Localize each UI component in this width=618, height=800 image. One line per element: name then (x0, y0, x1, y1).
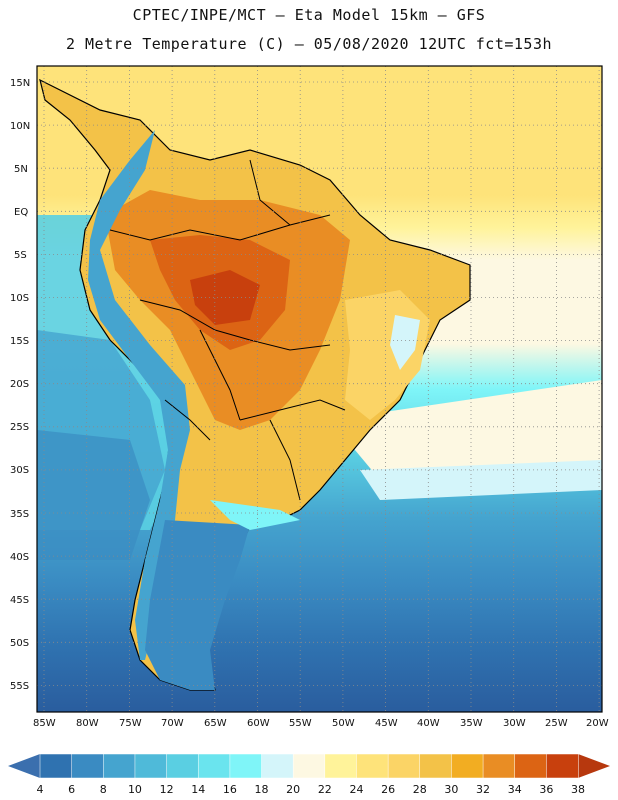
colorbar-swatch (482, 753, 516, 779)
colorbar-label: 32 (476, 783, 491, 796)
lon-label: 55W (289, 718, 312, 729)
colorbar-swatch (71, 753, 105, 779)
lat-label: 40S (10, 552, 29, 563)
lat-label: 5N (14, 164, 28, 175)
lon-label: 70W (161, 718, 184, 729)
colorbar-swatch (419, 753, 453, 779)
lon-label: 75W (119, 718, 142, 729)
colorbar-swatch (451, 753, 484, 779)
lat-label: 10S (10, 293, 29, 304)
colorbar-over-arrow (578, 754, 610, 778)
lon-label: 30W (503, 718, 526, 729)
pacific-cold-band (37, 430, 150, 560)
atlantic-warm-tongue (330, 380, 602, 480)
lat-label: 30S (10, 465, 29, 476)
colorbar-label: 38 (571, 783, 585, 796)
colorbar-swatch (197, 753, 231, 779)
colorbar-swatch (261, 753, 294, 779)
lon-label: 20W (586, 718, 609, 729)
lon-label: 45W (375, 718, 398, 729)
colorbar-under-arrow (8, 754, 40, 778)
lon-label: 50W (332, 718, 355, 729)
colorbar-label: 34 (507, 783, 522, 796)
colorbar-label: 20 (286, 783, 301, 796)
lat-label: 35S (10, 509, 29, 520)
lon-label: 80W (76, 718, 99, 729)
colorbar-swatch (39, 753, 73, 779)
lat-label: 15S (10, 336, 29, 347)
lat-label: 55S (10, 681, 29, 692)
colorbar-label: 6 (68, 783, 76, 796)
colorbar-swatch (546, 753, 579, 779)
colorbar-label: 30 (444, 783, 459, 796)
colorbar-label: 4 (36, 783, 44, 796)
colorbar-swatch (229, 753, 263, 779)
lat-label: 5S (14, 250, 27, 261)
colorbar-label: 28 (412, 783, 427, 796)
chart-title-line2: 2 Metre Temperature (C) – 05/08/2020 12U… (65, 35, 553, 53)
colorbar-label: 12 (159, 783, 174, 796)
lat-label: 15N (10, 78, 30, 89)
lon-label: 25W (545, 718, 568, 729)
colorbar-label: 24 (349, 783, 364, 796)
lon-label: 60W (247, 718, 270, 729)
latitude-axis: 15N 10N 5N EQ 5S 10S 15S 20S 25S 30S 35S… (10, 78, 30, 692)
map-frame (36, 65, 603, 713)
colorbar-swatch (356, 753, 389, 779)
map-field (37, 66, 602, 712)
lat-label: 10N (10, 121, 30, 132)
lon-label: 65W (204, 718, 227, 729)
lat-label: 50S (10, 638, 29, 649)
colorbar-swatch (292, 753, 326, 779)
patagonia-cold (145, 520, 250, 690)
colorbar-swatch (324, 753, 358, 779)
lon-label: 35W (460, 718, 483, 729)
colorbar-swatch (103, 753, 136, 779)
longitude-axis: 85W 80W 75W 70W 65W 60W 55W 50W 45W 40W … (33, 718, 609, 729)
colorbar-label: 10 (127, 783, 142, 796)
lat-label: 45S (10, 595, 29, 606)
lon-label: 85W (33, 718, 56, 729)
colorbar-swatch (387, 753, 421, 779)
lat-label: 25S (10, 422, 29, 433)
colorbar-label: 22 (317, 783, 332, 796)
colorbar-swatch (134, 753, 168, 779)
colorbar (8, 753, 610, 779)
east-highland-cool (390, 315, 420, 370)
colorbar-label: 36 (539, 783, 554, 796)
lat-label: 20S (10, 379, 29, 390)
colorbar-swatch (166, 753, 199, 779)
chart-title-line1: CPTEC/INPE/MCT – Eta Model 15km – GFS (132, 6, 486, 24)
lat-label: EQ (14, 207, 28, 218)
colorbar-label: 8 (99, 783, 107, 796)
colorbar-label: 18 (254, 783, 269, 796)
southern-plains-cool (210, 500, 300, 530)
colorbar-label: 16 (222, 783, 237, 796)
lon-label: 40W (417, 718, 440, 729)
colorbar-label: 14 (191, 783, 206, 796)
colorbar-swatch (514, 753, 548, 779)
colorbar-label: 26 (381, 783, 396, 796)
